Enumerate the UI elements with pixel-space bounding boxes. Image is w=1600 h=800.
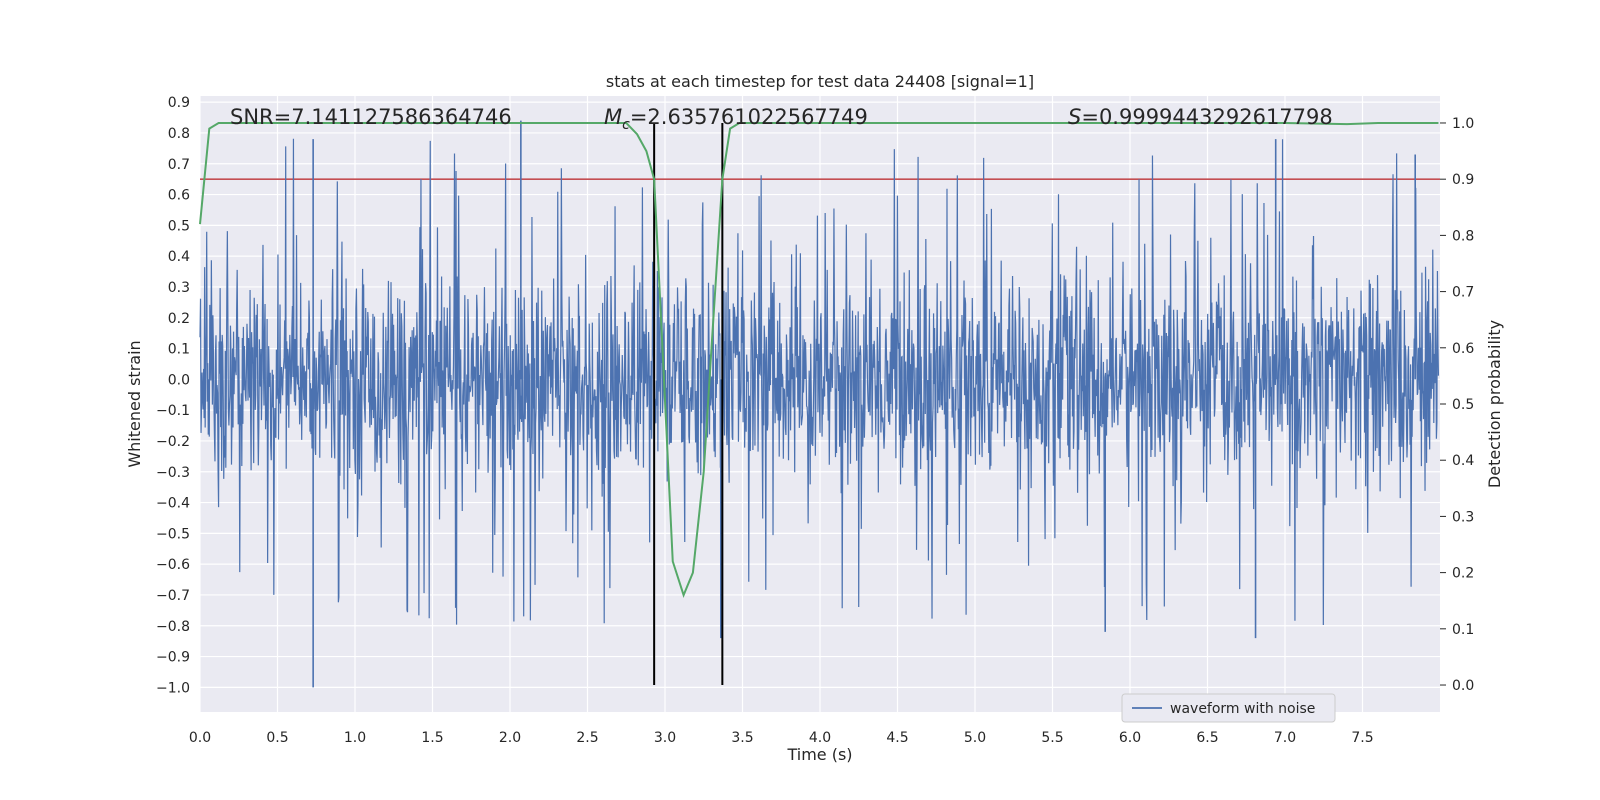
chart-title: stats at each timestep for test data 244… (606, 72, 1034, 91)
x-tick-label: 7.0 (1274, 730, 1296, 746)
x-tick-label: 2.5 (576, 730, 598, 746)
s-symbol: S (1068, 105, 1081, 129)
chart: 0.0 0.5 1.0 1.5 2.0 2.5 3.0 3.5 4.0 4.5 5.0 5.5 6.0 6… (0, 0, 1600, 800)
x-tick-label: 4.5 (886, 730, 908, 746)
y2-tick-label: 0.8 (1452, 228, 1474, 244)
x-tick-label: 7.5 (1351, 730, 1373, 746)
y2-tick-label: 0.1 (1452, 622, 1474, 638)
y2-tick-label: 0.7 (1452, 285, 1474, 301)
y2-tick-label: 0.2 (1452, 566, 1474, 582)
x-tick-label: 3.5 (731, 730, 753, 746)
x-tick-label: 5.5 (1041, 730, 1063, 746)
x-tick-label: 6.0 (1119, 730, 1141, 746)
snr-annotation: SNR=7.141127586364746 (230, 105, 512, 129)
y-tick-label: 0.3 (168, 280, 190, 296)
y-tick-label: 0.7 (168, 157, 190, 173)
chirp-mass-value: =2.635761022567749 (630, 105, 868, 129)
x-axis-label: Time (s) (786, 745, 852, 764)
x-tick-label: 1.5 (421, 730, 443, 746)
y2-tick-label: 0.3 (1452, 509, 1474, 525)
y-tick-label: −0.8 (156, 619, 190, 635)
s-annotation: S=0.9999443292617798 (1068, 105, 1333, 129)
y2-tick-label: 0.5 (1452, 397, 1474, 413)
y-tick-label: −0.3 (156, 465, 190, 481)
x-tick-label: 0.5 (266, 730, 288, 746)
y2-tick-label: 0.0 (1452, 678, 1474, 694)
chirp-mass-symbol: M (604, 105, 622, 129)
y-tick-label: 0.8 (168, 126, 190, 142)
y2-tick-label: 0.4 (1452, 453, 1474, 469)
y-axis-label: Whitened strain (125, 340, 144, 467)
x-tick-label: 5.0 (964, 730, 986, 746)
chirp-mass-annotation: Mc=2.635761022567749 (604, 105, 868, 133)
y-tick-label: 0.6 (168, 188, 190, 204)
x-tick-label: 1.0 (344, 730, 366, 746)
y2-axis-label: Detection probability (1485, 320, 1504, 488)
y-tick-label: −0.5 (156, 526, 190, 542)
y2-tick-label: 0.9 (1452, 172, 1474, 188)
s-value: =0.9999443292617798 (1081, 105, 1332, 129)
x-tick-label: 3.0 (654, 730, 676, 746)
y-tick-label: −0.1 (156, 403, 190, 419)
y-tick-label: 0.9 (168, 95, 190, 111)
y2-tick-label: 0.6 (1452, 341, 1474, 357)
y-tick-label: −0.7 (156, 588, 190, 604)
legend: waveform with noise (1122, 694, 1335, 722)
y-tick-label: 0.2 (168, 311, 190, 327)
x-tick-label: 2.0 (499, 730, 521, 746)
y-tick-label: 0.1 (168, 342, 190, 358)
y-tick-label: −0.2 (156, 434, 190, 450)
y-tick-label: −0.6 (156, 557, 190, 573)
x-tick-label: 0.0 (189, 730, 211, 746)
legend-label: waveform with noise (1170, 701, 1315, 717)
y-tick-label: −0.4 (156, 496, 190, 512)
y-tick-label: 0.5 (168, 218, 190, 234)
y2-tick-label: 1.0 (1452, 116, 1474, 132)
y-tick-label: −1.0 (156, 680, 190, 696)
y-tick-label: −0.9 (156, 650, 190, 666)
y-tick-label: 0.0 (168, 372, 190, 388)
x-tick-label: 6.5 (1196, 730, 1218, 746)
x-tick-label: 4.0 (809, 730, 831, 746)
y-tick-label: 0.4 (168, 249, 190, 265)
